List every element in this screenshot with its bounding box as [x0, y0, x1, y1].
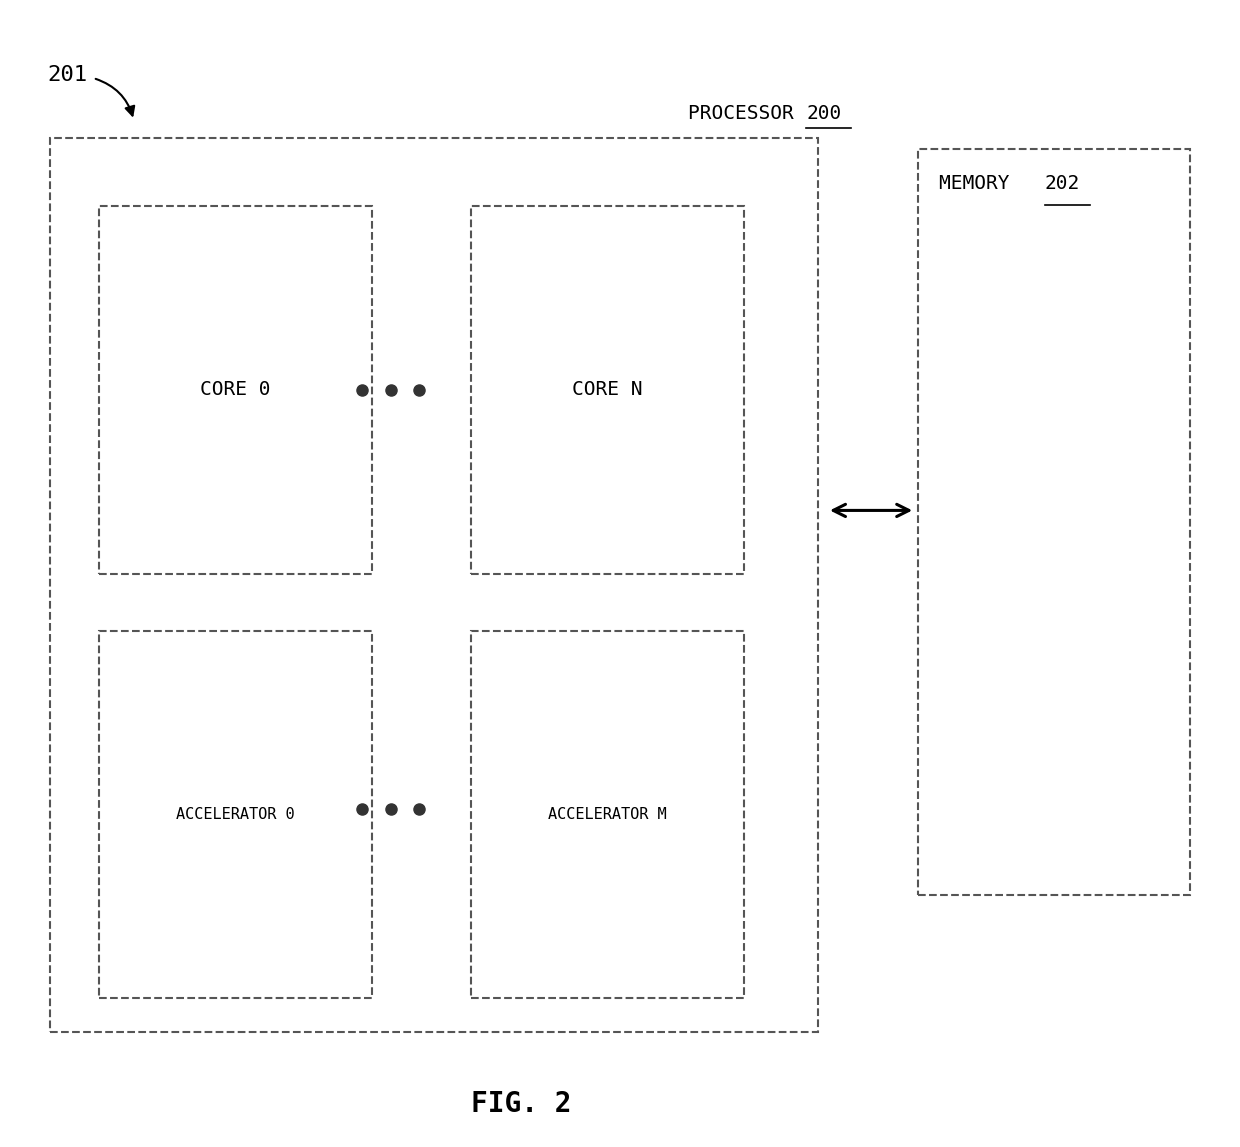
- Text: 202: 202: [1045, 174, 1080, 194]
- FancyBboxPatch shape: [471, 631, 744, 998]
- Text: 200: 200: [806, 103, 841, 123]
- Text: ACCELERATOR M: ACCELERATOR M: [548, 806, 667, 822]
- Text: FIG. 2: FIG. 2: [470, 1091, 572, 1118]
- Text: CORE N: CORE N: [573, 381, 642, 399]
- FancyBboxPatch shape: [471, 206, 744, 574]
- Text: 201: 201: [47, 64, 87, 85]
- FancyBboxPatch shape: [99, 206, 372, 574]
- Text: CORE 0: CORE 0: [201, 381, 270, 399]
- Text: MEMORY: MEMORY: [939, 174, 1021, 194]
- Text: ACCELERATOR 0: ACCELERATOR 0: [176, 806, 295, 822]
- FancyBboxPatch shape: [50, 138, 818, 1032]
- FancyBboxPatch shape: [99, 631, 372, 998]
- Text: PROCESSOR: PROCESSOR: [688, 103, 806, 123]
- FancyBboxPatch shape: [918, 149, 1190, 895]
